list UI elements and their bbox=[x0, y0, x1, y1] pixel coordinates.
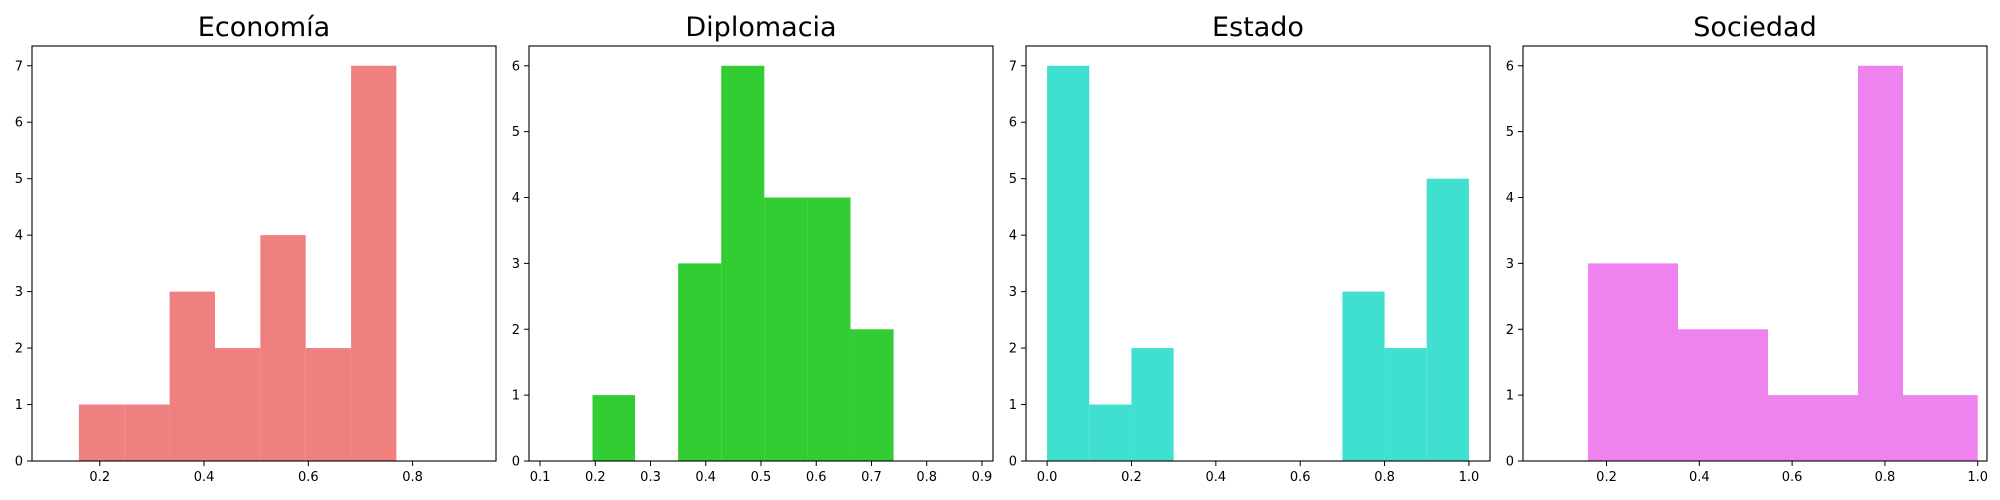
x-tick-label: 0.4 bbox=[1689, 470, 1710, 485]
y-tick-label: 1 bbox=[1506, 389, 1514, 404]
y-tick-label: 6 bbox=[15, 116, 23, 131]
y-tick-label: 4 bbox=[15, 229, 23, 244]
x-tick-label: 0.6 bbox=[806, 470, 827, 485]
x-tick-label: 0.8 bbox=[1374, 470, 1395, 485]
histogram-bar bbox=[305, 348, 352, 461]
histogram-bar bbox=[1813, 395, 1859, 461]
y-tick-label: 2 bbox=[15, 342, 23, 357]
y-tick-label: 0 bbox=[1506, 455, 1514, 470]
x-tick-label: 0.4 bbox=[194, 470, 215, 485]
histogram-bar bbox=[1342, 291, 1385, 461]
y-tick-label: 6 bbox=[1506, 59, 1514, 74]
x-tick-label: 1.0 bbox=[1967, 470, 1988, 485]
histogram-bar bbox=[850, 329, 894, 461]
x-tick-label: 0.4 bbox=[695, 470, 716, 485]
y-tick-label: 1 bbox=[15, 398, 23, 413]
histogram-bar bbox=[1767, 395, 1813, 461]
y-tick-label: 0 bbox=[1009, 455, 1017, 470]
histogram-bar bbox=[1903, 395, 1949, 461]
x-tick-label: 0.9 bbox=[972, 470, 993, 485]
panel-title: Sociedad bbox=[1693, 12, 1816, 43]
y-tick-label: 2 bbox=[1009, 342, 1017, 357]
y-tick-label: 6 bbox=[1009, 116, 1017, 131]
histogram-bar bbox=[1858, 65, 1904, 461]
y-tick-label: 4 bbox=[1506, 191, 1514, 206]
x-tick-label: 1.0 bbox=[1459, 470, 1480, 485]
histogram-bar bbox=[1587, 263, 1633, 461]
x-tick-label: 0.3 bbox=[640, 470, 661, 485]
panel-estado: Estado 0.0 0.2 0.4 0.6 0.8 1.0 0 1 2 3 4 5 6 7 bbox=[1009, 12, 1491, 485]
panel-economia: Economía 0.2 0.4 0.6 0.8 0 1 2 3 4 5 6 7 bbox=[15, 12, 497, 485]
y-tick-label: 1 bbox=[512, 389, 520, 404]
panel-title: Economía bbox=[198, 12, 330, 43]
histogram-bar bbox=[1426, 178, 1469, 461]
panel-sociedad: Sociedad 0.2 0.4 0.6 0.8 1.0 0 1 2 3 4 5 6 bbox=[1506, 12, 1988, 485]
histogram-bar bbox=[78, 404, 125, 461]
x-tick-label: 0.0 bbox=[1037, 470, 1058, 485]
y-tick-label: 3 bbox=[15, 285, 23, 300]
y-tick-label: 5 bbox=[15, 172, 23, 187]
histogram-bar bbox=[351, 65, 397, 461]
histogram-bar bbox=[1384, 348, 1427, 461]
x-tick-label: 0.4 bbox=[1205, 470, 1226, 485]
x-tick-label: 0.2 bbox=[1596, 470, 1617, 485]
y-tick-label: 5 bbox=[512, 125, 520, 140]
x-tick-label: 0.8 bbox=[402, 470, 423, 485]
histogram-bar bbox=[1047, 65, 1090, 461]
histogram-bar bbox=[1948, 395, 1978, 461]
y-tick-label: 7 bbox=[15, 59, 23, 74]
y-tick-label: 2 bbox=[1506, 323, 1514, 338]
histogram-bar bbox=[260, 235, 306, 461]
histogram-bar bbox=[721, 65, 765, 461]
x-tick-label: 0.2 bbox=[1121, 470, 1142, 485]
x-tick-label: 0.2 bbox=[89, 470, 110, 485]
y-tick-label: 5 bbox=[1506, 125, 1514, 140]
histogram-bar bbox=[1632, 263, 1678, 461]
histogram-bar bbox=[1722, 329, 1768, 461]
x-tick-label: 0.7 bbox=[861, 470, 882, 485]
axes-frame bbox=[1025, 45, 1491, 462]
histogram-bar bbox=[1677, 329, 1723, 461]
panel-title: Diplomacia bbox=[685, 12, 836, 43]
y-tick-label: 1 bbox=[1009, 398, 1017, 413]
y-tick-label: 3 bbox=[512, 257, 520, 272]
histogram-bar bbox=[1131, 348, 1174, 461]
panel-title: Estado bbox=[1212, 12, 1304, 43]
histogram-bar bbox=[678, 263, 722, 461]
y-tick-label: 3 bbox=[1009, 285, 1017, 300]
x-tick-label: 0.8 bbox=[1875, 470, 1896, 485]
x-tick-label: 0.5 bbox=[751, 470, 772, 485]
y-tick-label: 2 bbox=[512, 323, 520, 338]
x-tick-label: 0.1 bbox=[530, 470, 551, 485]
x-tick-label: 0.6 bbox=[298, 470, 319, 485]
x-tick-label: 0.6 bbox=[1290, 470, 1311, 485]
y-tick-label: 7 bbox=[1009, 59, 1017, 74]
y-tick-label: 0 bbox=[512, 455, 520, 470]
y-tick-label: 4 bbox=[1009, 229, 1017, 244]
histogram-bar bbox=[807, 197, 851, 461]
panel-diplomacia: Diplomacia 0.1 0.2 0.3 0.4 0.5 0.6 0.7 0.8 0.9 0 1… bbox=[512, 12, 994, 485]
histogram-bar bbox=[1089, 404, 1132, 461]
axes-frame bbox=[31, 45, 497, 462]
histogram-bar bbox=[124, 404, 170, 461]
x-tick-label: 0.8 bbox=[916, 470, 937, 485]
histogram-bar bbox=[592, 395, 636, 461]
histogram-bar bbox=[764, 197, 808, 461]
histogram-bar bbox=[169, 291, 215, 461]
y-tick-label: 3 bbox=[1506, 257, 1514, 272]
x-tick-label: 0.6 bbox=[1782, 470, 1803, 485]
y-tick-label: 4 bbox=[512, 191, 520, 206]
y-tick-label: 5 bbox=[1009, 172, 1017, 187]
y-tick-label: 6 bbox=[512, 59, 520, 74]
axes-frame bbox=[1522, 45, 1988, 462]
histogram-bar bbox=[214, 348, 261, 461]
y-tick-label: 0 bbox=[15, 455, 23, 470]
x-tick-label: 0.2 bbox=[585, 470, 606, 485]
